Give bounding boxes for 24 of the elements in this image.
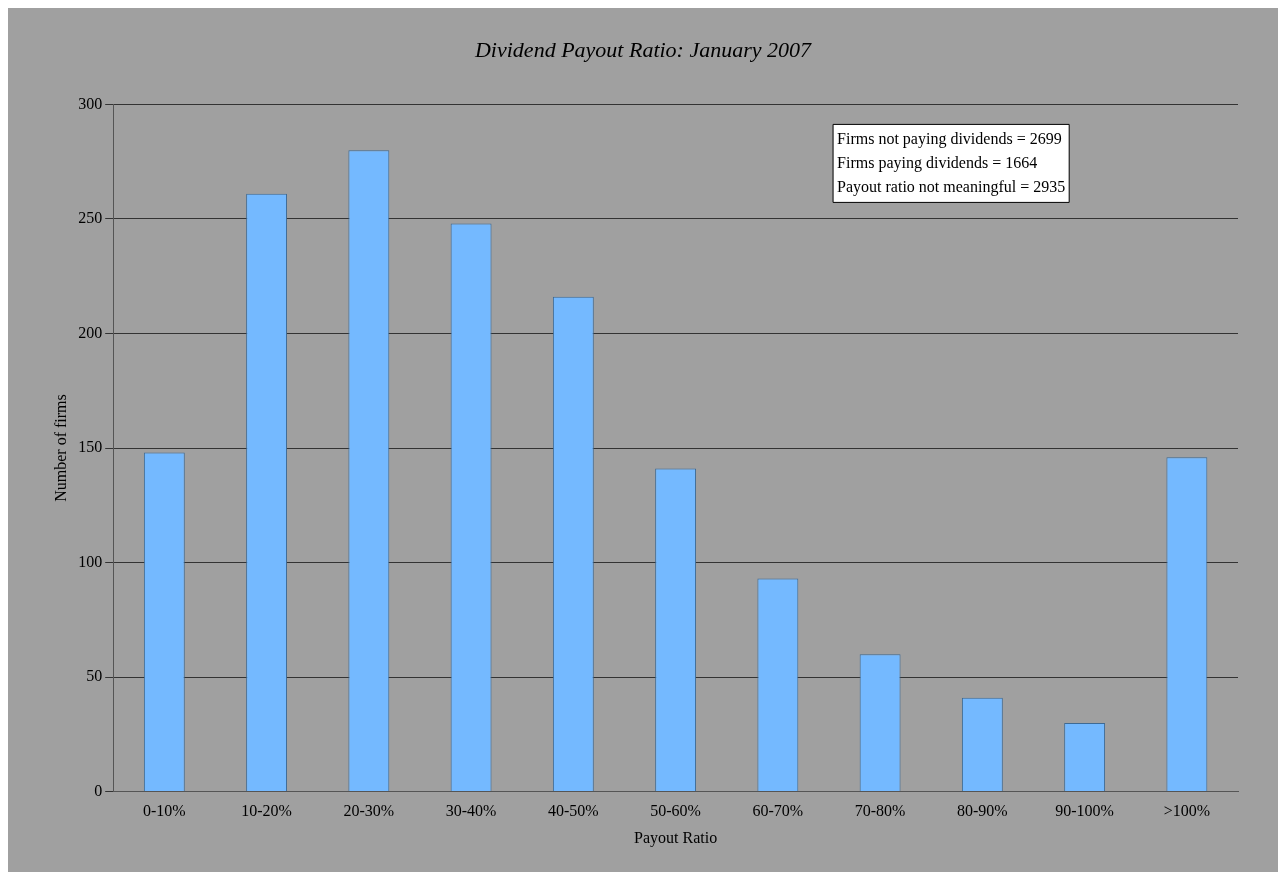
x-tick-label: 90-100% <box>1055 802 1114 820</box>
chart-title: Dividend Payout Ratio: January 2007 <box>473 36 813 62</box>
x-tick-label: >100% <box>1163 802 1211 820</box>
annotation: Firms not paying dividends = 2699 <box>837 129 1062 148</box>
x-tick-label: 20-30% <box>343 802 395 820</box>
y-tick-label: 50 <box>86 667 103 685</box>
annotation: Firms paying dividends = 1664 <box>837 153 1038 172</box>
x-tick-label: 80-90% <box>957 802 1008 820</box>
y-tick-label: 200 <box>78 323 103 341</box>
x-tick-label: 70-80% <box>854 802 906 820</box>
x-axis-title: Payout Ratio <box>634 828 718 847</box>
x-tick-label: 50-60% <box>650 802 701 820</box>
x-tick-label: 10-20% <box>241 802 292 820</box>
x-tick-label: 30-40% <box>445 802 497 820</box>
x-tick-label: 40-50% <box>548 802 599 820</box>
y-tick-label: 300 <box>78 94 103 112</box>
y-tick-label: 250 <box>78 209 103 227</box>
x-tick-label: 0-10% <box>143 802 186 820</box>
annotation: Payout ratio not meaningful = 2935 <box>837 177 1066 196</box>
y-tick-label: 150 <box>78 438 103 456</box>
y-tick-label: 0 <box>94 781 103 799</box>
x-tick-label: 60-70% <box>752 802 804 820</box>
y-tick-label: 100 <box>78 552 103 570</box>
y-axis-title: Number of firms <box>51 394 69 502</box>
